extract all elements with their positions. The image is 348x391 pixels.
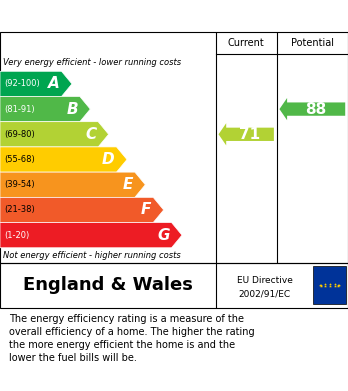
Text: Very energy efficient - lower running costs: Very energy efficient - lower running co…	[3, 58, 182, 67]
Text: Potential: Potential	[291, 38, 334, 48]
Text: G: G	[157, 228, 170, 243]
Text: EU Directive: EU Directive	[237, 276, 292, 285]
Text: (81-91): (81-91)	[4, 105, 35, 114]
Polygon shape	[0, 222, 182, 248]
Text: D: D	[102, 152, 115, 167]
Text: (69-80): (69-80)	[4, 130, 35, 139]
Text: F: F	[141, 203, 151, 217]
Text: C: C	[85, 127, 96, 142]
Text: Energy Efficiency Rating: Energy Efficiency Rating	[10, 9, 220, 23]
Polygon shape	[0, 172, 145, 197]
Text: 88: 88	[305, 102, 326, 117]
Text: 71: 71	[239, 127, 260, 142]
Text: (21-38): (21-38)	[4, 205, 35, 214]
Text: A: A	[48, 76, 60, 91]
Text: E: E	[123, 177, 133, 192]
Text: (1-20): (1-20)	[4, 231, 30, 240]
Text: (39-54): (39-54)	[4, 180, 35, 189]
Polygon shape	[0, 147, 127, 172]
Polygon shape	[0, 197, 164, 222]
Text: Not energy efficient - higher running costs: Not energy efficient - higher running co…	[3, 251, 181, 260]
Text: Current: Current	[228, 38, 264, 48]
Bar	[313, 266, 346, 304]
Text: 2002/91/EC: 2002/91/EC	[238, 290, 291, 299]
Polygon shape	[0, 97, 90, 122]
Text: (92-100): (92-100)	[4, 79, 40, 88]
Polygon shape	[219, 123, 274, 145]
Text: (55-68): (55-68)	[4, 155, 35, 164]
Text: B: B	[66, 102, 78, 117]
Polygon shape	[0, 71, 72, 97]
Text: The energy efficiency rating is a measure of the
overall efficiency of a home. T: The energy efficiency rating is a measur…	[9, 314, 254, 363]
Polygon shape	[279, 98, 345, 120]
Text: England & Wales: England & Wales	[23, 276, 193, 294]
Polygon shape	[0, 122, 109, 147]
